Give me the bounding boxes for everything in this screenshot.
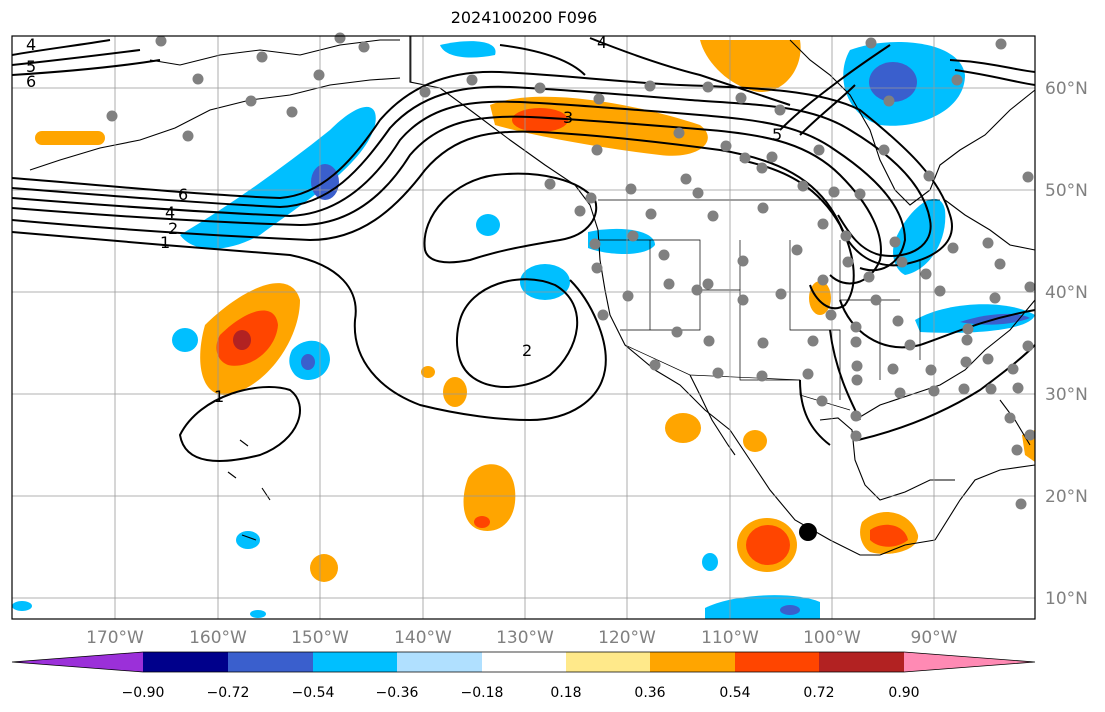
colorbar-tick: 0.90 [888, 685, 919, 701]
contour-label: 4 [165, 203, 175, 222]
colorbar-segment [650, 652, 735, 672]
colorbar-segment [482, 652, 566, 672]
chart-title: 2024100200 F096 [450, 8, 598, 27]
lon-label: 90°W [911, 628, 958, 648]
lat-label: 50°N [1045, 181, 1088, 201]
contour-label: 1 [160, 233, 170, 252]
contour-label: 4 [597, 33, 607, 52]
station-dots [106, 32, 1036, 510]
contour-label: 1 [214, 387, 224, 406]
contour-label: 5 [772, 125, 782, 144]
lat-label: 60°N [1045, 79, 1088, 99]
lon-label: 100°W [803, 628, 861, 648]
colorbar-segment [819, 652, 904, 672]
contour-label: 2 [522, 341, 532, 360]
colorbar-tick: 0.18 [550, 685, 581, 701]
colorbar-tick: 0.72 [803, 685, 834, 701]
contour-labels: 4 5 6 6 4 2 1 3 2 1 4 5 [26, 33, 782, 406]
colorbar-tick: −0.54 [292, 685, 335, 701]
colorbar [11, 651, 1036, 673]
map-frame [11, 35, 1036, 620]
colorbar-tick: −0.36 [376, 685, 419, 701]
lon-label: 120°W [598, 628, 656, 648]
contour-label: 6 [26, 72, 36, 91]
colorbar-segment [735, 652, 819, 672]
colorbar-segment [228, 652, 313, 672]
longitude-labels: 170°W 160°W 150°W 140°W 130°W 120°W 110°… [86, 628, 958, 648]
contour-label: 2 [168, 219, 178, 238]
contour-label: 6 [178, 185, 188, 204]
lat-label: 40°N [1045, 283, 1088, 303]
colorbar-segment [397, 652, 482, 672]
colorbar-outline [11, 651, 1036, 673]
lon-label: 130°W [496, 628, 554, 648]
lat-label: 20°N [1045, 487, 1088, 507]
latitude-labels: 60°N 50°N 40°N 30°N 20°N 10°N [1045, 79, 1088, 609]
contour-label: 5 [26, 57, 36, 76]
colorbar-segment [904, 652, 1035, 672]
lat-label: 10°N [1045, 589, 1088, 609]
colorbar-segment [313, 652, 397, 672]
colorbar-tick: −0.18 [461, 685, 504, 701]
lon-label: 160°W [189, 628, 247, 648]
lon-label: 140°W [394, 628, 452, 648]
colorbar-tick: 0.54 [719, 685, 750, 701]
contour-label: 3 [563, 108, 573, 127]
colorbar-ticks: −0.90 −0.72 −0.54 −0.36 −0.18 0.18 0.36 … [122, 685, 920, 701]
colorbar-segment [12, 652, 143, 672]
contour-label: 4 [26, 35, 36, 54]
lat-label: 30°N [1045, 385, 1088, 405]
colorbar-segment [566, 652, 650, 672]
colorbar-tick: −0.72 [207, 685, 250, 701]
lon-label: 150°W [291, 628, 349, 648]
lon-label: 110°W [701, 628, 759, 648]
colorbar-segment [143, 652, 228, 672]
highlight-marker [799, 523, 817, 541]
lon-label: 170°W [86, 628, 144, 648]
colorbar-tick: −0.90 [122, 685, 165, 701]
colorbar-tick: 0.36 [634, 685, 665, 701]
